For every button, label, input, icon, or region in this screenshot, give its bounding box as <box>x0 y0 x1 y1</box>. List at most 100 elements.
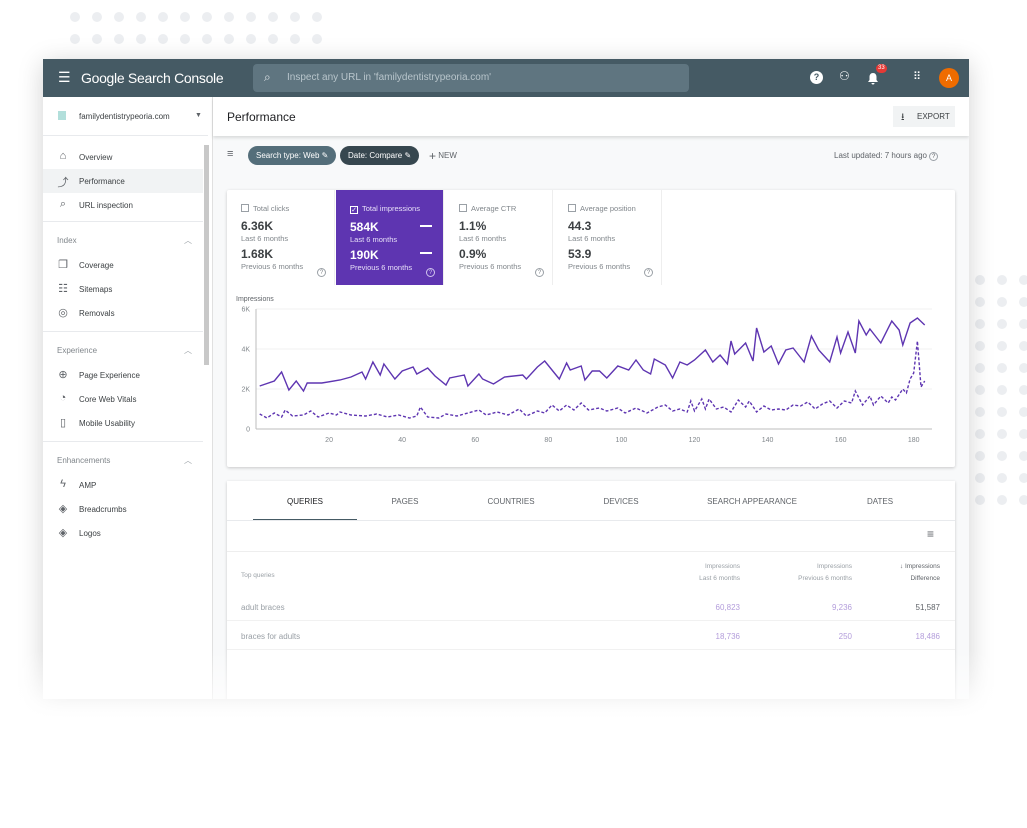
sidebar-item-logos[interactable]: ◈ Logos <box>43 521 203 545</box>
new-label: NEW <box>438 151 457 160</box>
property-selector[interactable]: familydentistrypeoria.com ▼ <box>43 97 208 136</box>
sidebar-item-sitemaps[interactable]: ☷ Sitemaps <box>43 277 203 301</box>
dot <box>997 473 1007 483</box>
sidebar-item-removals[interactable]: ◎ Removals <box>43 301 203 325</box>
col-diff[interactable]: ↓ Impressions <box>840 563 940 570</box>
tab-pages[interactable]: PAGES <box>391 497 419 506</box>
last-updated: Last updated: 7 hours ago ? <box>834 151 939 161</box>
dot <box>997 319 1007 329</box>
sidebar-item-breadcrumbs[interactable]: ◈ Breadcrumbs <box>43 497 203 521</box>
metric-label: Total clicks <box>241 204 334 213</box>
dot <box>158 12 168 22</box>
x-tick-label: 80 <box>544 437 552 444</box>
filter-icon[interactable]: ≡ <box>227 148 234 160</box>
dot <box>290 34 300 44</box>
tab-divider <box>227 520 955 521</box>
metric-prev-value: 190K <box>350 248 379 262</box>
tab-search-appearance[interactable]: SEARCH APPEARANCE <box>707 497 797 506</box>
legend-dashed <box>420 252 432 254</box>
metric-card-average-ctr[interactable]: Average CTR 1.1% Last 6 months 0.9% Prev… <box>445 190 553 285</box>
copy-icon: ❐ <box>58 259 68 271</box>
url-inspect-input[interactable]: ⌕ Inspect any URL in 'familydentistrypeo… <box>253 64 689 92</box>
filter-chip-search-type[interactable]: Search type: Web ✎ <box>248 146 336 165</box>
prev-cell: 9,236 <box>831 603 852 612</box>
tab-countries[interactable]: COUNTRIES <box>487 497 535 506</box>
col-prev[interactable]: Impressions <box>816 563 852 570</box>
dot <box>268 12 278 22</box>
new-filter-button[interactable]: + NEW <box>429 149 457 163</box>
plus-circle-icon: ⊕ <box>58 369 68 381</box>
chevron-up-icon[interactable]: ︿ <box>184 236 192 245</box>
table-filter-icon[interactable]: ≡ <box>927 527 935 541</box>
chip-label: Search type: Web <box>256 151 320 160</box>
chevron-up-icon[interactable]: ︿ <box>184 346 192 355</box>
divider <box>43 221 203 222</box>
tab-dates[interactable]: DATES <box>866 497 894 506</box>
dot <box>975 407 985 417</box>
notifications-icon[interactable] <box>867 72 879 85</box>
metric-period: Last 6 months <box>568 234 616 243</box>
metric-prev-period: Previous 6 months <box>568 262 631 271</box>
query-cell[interactable]: braces for adults <box>241 632 301 641</box>
app-window: ☰ Google Search Console ⌕ Inspect any UR… <box>43 59 969 699</box>
dot <box>70 34 80 44</box>
trending-up-icon: ⤴ <box>57 177 69 189</box>
filter-chip-date[interactable]: Date: Compare ✎ <box>340 146 419 165</box>
help-icon[interactable]: ? <box>317 268 326 277</box>
sidebar-item-mobile-usability[interactable]: ▯ Mobile Usability <box>43 411 203 435</box>
sidebar-item-url-inspection[interactable]: ⌕ URL inspection <box>43 193 203 217</box>
metric-card-total-impressions[interactable]: ✓ Total impressions 584K Last 6 months 19… <box>336 190 444 285</box>
query-cell[interactable]: adult braces <box>241 603 285 612</box>
metric-period: Last 6 months <box>459 234 507 243</box>
sidebar-item-amp[interactable]: ϟ AMP <box>43 473 203 497</box>
search-icon: ⌕ <box>264 70 271 84</box>
help-icon[interactable]: ? <box>426 268 435 277</box>
edit-icon: ✎ <box>402 151 412 160</box>
tab-devices[interactable]: DEVICES <box>603 497 639 506</box>
sidebar-scrollbar[interactable] <box>204 145 209 365</box>
layers-icon: ◈ <box>58 527 68 539</box>
section-enhancements: Enhancements <box>57 456 111 465</box>
sidebar-item-core-web-vitals[interactable]: ◔ Core Web Vitals <box>43 387 203 411</box>
sidebar-item-coverage[interactable]: ❐ Coverage <box>43 253 203 277</box>
help-icon[interactable]: ? <box>535 268 544 277</box>
checkbox[interactable] <box>241 204 249 212</box>
checkbox[interactable]: ✓ <box>350 206 358 214</box>
avatar[interactable]: A <box>939 68 959 88</box>
dot <box>975 451 985 461</box>
metric-label-text: Average CTR <box>471 204 517 213</box>
sidebar-item-page-experience[interactable]: ⊕ Page Experience <box>43 363 203 387</box>
help-icon[interactable]: ? <box>810 71 823 84</box>
export-button[interactable]: ⭳ EXPORT <box>893 106 955 127</box>
sidebar-item-performance[interactable]: ⤴ Performance <box>43 169 203 193</box>
dot <box>136 34 146 44</box>
chevron-up-icon[interactable]: ︿ <box>184 456 192 465</box>
impressions-chart: Impressions 0 2K 4K 6K 20 40 60 80 100 120 140 160 18… <box>236 296 932 444</box>
section-experience: Experience <box>57 346 98 355</box>
help-icon[interactable]: ? <box>644 268 653 277</box>
dot <box>975 473 985 483</box>
apps-grid-icon[interactable]: ⠿ <box>913 71 921 83</box>
col-last[interactable]: Impressions <box>704 563 740 570</box>
sidebar-item-label: Sitemaps <box>79 285 113 294</box>
checkbox[interactable] <box>568 204 576 212</box>
col-diff-sub: Difference <box>910 575 940 582</box>
user-settings-icon[interactable]: ⚇ <box>839 69 850 83</box>
dot <box>1019 451 1027 461</box>
chip-label: Date: Compare <box>348 151 403 160</box>
x-tick-label: 100 <box>616 437 628 444</box>
sitemap-icon: ☷ <box>58 283 68 295</box>
menu-icon[interactable]: ☰ <box>58 69 71 85</box>
help-icon[interactable]: ? <box>929 152 939 161</box>
metric-period: Last 6 months <box>241 234 289 243</box>
sidebar-item-label: Overview <box>79 153 113 162</box>
sidebar-item-overview[interactable]: ⌂ Overview <box>43 145 203 169</box>
dot <box>1019 275 1027 285</box>
metric-card-average-position[interactable]: Average position 44.3 Last 6 months 53.9… <box>554 190 662 285</box>
y-axis-label: Impressions <box>236 296 274 303</box>
metric-card-total-clicks[interactable]: Total clicks 6.36K Last 6 months 1.68K P… <box>227 190 335 285</box>
checkbox[interactable] <box>459 204 467 212</box>
tab-queries[interactable]: QUERIES <box>286 497 323 506</box>
metric-value: 1.1% <box>459 219 487 233</box>
dot <box>975 385 985 395</box>
